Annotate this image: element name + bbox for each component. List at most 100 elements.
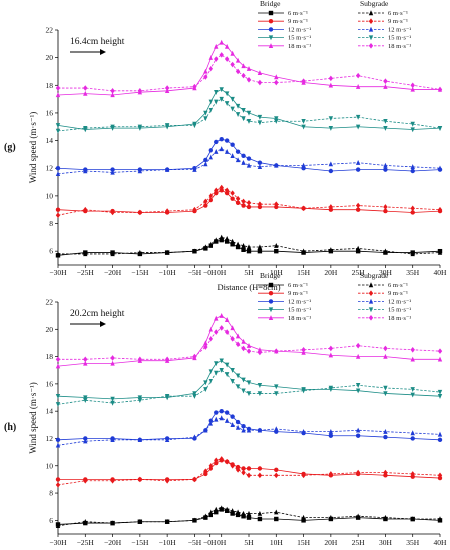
panel-label: (g) [4, 142, 16, 153]
data-point [230, 61, 235, 68]
data-point [241, 242, 246, 248]
data-point [355, 248, 361, 254]
legend-label: 15 m·s⁻¹ [288, 35, 311, 42]
legend-label: 12 m·s⁻¹ [288, 26, 311, 33]
data-point [164, 123, 170, 129]
data-point [235, 384, 241, 390]
data-point [328, 514, 334, 520]
series-subgrade-6 [55, 505, 443, 529]
data-point [214, 329, 219, 335]
data-point [235, 341, 241, 348]
data-point [410, 430, 415, 436]
data-point [164, 85, 170, 91]
data-point [192, 206, 197, 213]
series-subgrade-18 [55, 52, 443, 94]
data-point [214, 361, 219, 367]
legend-swatch-marker [268, 27, 274, 32]
x-tick-label: 0H [217, 268, 227, 277]
data-point [55, 442, 61, 448]
y-tick-label: 16 [46, 108, 54, 117]
data-point [257, 349, 263, 356]
data-point [246, 76, 252, 83]
data-point [219, 237, 224, 243]
legend-swatch-marker [268, 43, 274, 48]
data-point [137, 168, 143, 174]
data-point [235, 512, 241, 518]
data-point [203, 157, 208, 163]
data-point [203, 161, 208, 167]
data-point [328, 75, 334, 82]
data-point [246, 515, 252, 520]
data-point [203, 427, 208, 433]
series-line [57, 417, 441, 446]
data-point [214, 56, 219, 62]
data-point [355, 167, 361, 172]
data-point [214, 43, 219, 49]
data-point [230, 196, 235, 201]
data-point [55, 171, 61, 176]
data-point [214, 237, 219, 243]
data-point [230, 242, 235, 247]
y-tick-label: 18 [46, 352, 54, 361]
data-point [214, 416, 219, 422]
data-point [230, 142, 235, 147]
data-point [437, 165, 443, 171]
data-point [235, 333, 241, 339]
data-point [257, 427, 263, 433]
legend-swatch-marker [368, 307, 374, 313]
data-point [208, 148, 213, 153]
data-point [246, 510, 252, 516]
data-point [230, 508, 235, 513]
data-point [137, 395, 143, 401]
data-point [110, 167, 115, 172]
data-point [83, 206, 88, 213]
data-point [301, 518, 306, 523]
series-line [57, 315, 440, 367]
data-point [235, 195, 241, 202]
data-point [224, 138, 230, 143]
legend-header-subgrade: Subgrade [360, 271, 389, 280]
data-point [301, 124, 306, 130]
y-tick-label: 10 [46, 191, 54, 200]
data-point [301, 119, 306, 124]
data-point [230, 378, 235, 384]
data-point [219, 184, 224, 191]
data-point [274, 79, 279, 86]
x-tick-label: −15H [131, 268, 149, 277]
data-point [241, 338, 246, 344]
data-point [235, 68, 241, 75]
data-point [203, 380, 208, 386]
data-point [246, 391, 252, 397]
data-point [410, 356, 415, 362]
data-point [110, 520, 115, 526]
legend-label: 18 m·s⁻¹ [288, 43, 311, 50]
data-point [274, 74, 279, 80]
data-point [383, 162, 388, 168]
data-point [274, 509, 279, 515]
data-point [410, 86, 415, 92]
y-axis-label: Wind speed (m·s⁻¹) [28, 112, 38, 184]
data-point [437, 348, 443, 354]
data-point [410, 210, 415, 215]
data-point [83, 85, 88, 91]
data-point [257, 244, 263, 250]
series-subgrade-6 [55, 234, 443, 257]
data-point [241, 153, 246, 158]
data-point [83, 125, 88, 131]
data-point [164, 477, 170, 484]
data-point [410, 121, 415, 127]
legend-label: 15 m·s⁻¹ [388, 35, 411, 42]
data-point [235, 157, 241, 163]
data-point [192, 393, 197, 399]
legend-swatch-marker [368, 35, 374, 41]
data-point [164, 249, 170, 255]
data-point [110, 92, 115, 98]
x-tick-label: −10H [159, 268, 177, 277]
data-point [235, 244, 241, 250]
data-point [355, 202, 361, 209]
data-point [383, 78, 388, 84]
data-point [208, 378, 213, 384]
data-point [224, 362, 230, 368]
data-point [301, 346, 306, 353]
data-point [301, 514, 306, 520]
